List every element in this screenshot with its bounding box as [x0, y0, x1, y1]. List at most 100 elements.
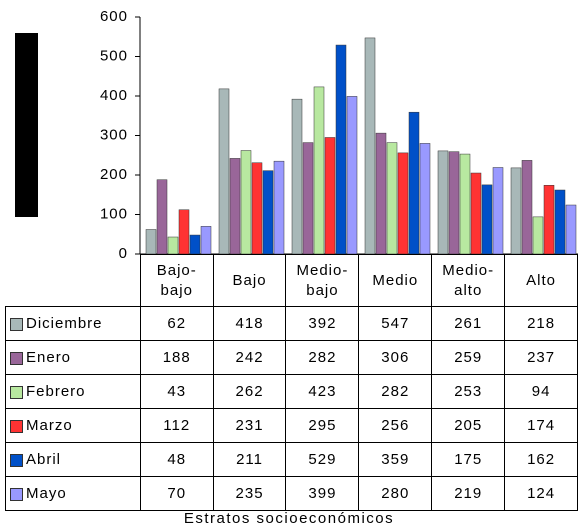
legend-swatch	[10, 487, 23, 501]
table-value: 242	[212, 340, 287, 375]
bar	[302, 142, 314, 255]
bar	[167, 236, 179, 255]
table-row: Febrero 43 262 423 282 253 94	[5, 374, 578, 409]
category-cell: Medio	[358, 254, 433, 307]
redacted-block	[15, 33, 38, 217]
table-value: 280	[358, 476, 433, 511]
table-value: 231	[212, 408, 287, 443]
legend-label: Mayo	[26, 485, 67, 502]
x-tick-label: Bajo	[232, 271, 267, 289]
legend-cell: Abril	[5, 442, 141, 477]
bar	[470, 172, 482, 255]
table-value: 423	[285, 374, 360, 409]
y-tick-label: 200	[100, 166, 128, 183]
bar	[532, 216, 544, 255]
bar	[251, 162, 263, 255]
legend-cell: Febrero	[5, 374, 141, 409]
legend-cell: Mayo	[5, 476, 141, 511]
category-cell: Medio-bajo	[285, 254, 360, 307]
bar	[448, 151, 460, 255]
x-tick-label: Medio	[372, 271, 419, 289]
table-value: 162	[504, 442, 578, 477]
legend-cell: Marzo	[5, 408, 141, 443]
legend-swatch	[10, 385, 23, 399]
bar	[273, 160, 285, 255]
table-value: 235	[212, 476, 287, 511]
legend-cell: Diciembre	[5, 306, 141, 341]
x-tick-label: Medio-alto	[442, 261, 495, 299]
y-tick-label: 600	[100, 8, 128, 25]
corner-cell	[5, 254, 141, 307]
x-tick-label: Bajo-bajo	[156, 261, 197, 299]
table-value: 94	[504, 374, 578, 409]
table-value: 48	[139, 442, 214, 477]
table-value: 205	[431, 408, 506, 443]
bar	[437, 150, 449, 255]
bar	[178, 209, 190, 255]
table-value: 256	[358, 408, 433, 443]
bar	[510, 167, 522, 255]
table-value: 124	[504, 476, 578, 511]
bar	[156, 179, 168, 255]
y-tick-label: 300	[100, 126, 128, 143]
table-value: 529	[285, 442, 360, 477]
bar	[521, 160, 533, 255]
bar	[364, 37, 376, 255]
x-axis-label: Estratos socioeconómicos	[183, 510, 395, 527]
table-value: 112	[139, 408, 214, 443]
bar	[313, 86, 325, 255]
y-tick-label: 100	[100, 205, 128, 222]
table-value: 392	[285, 306, 360, 341]
x-tick-label: Medio-bajo	[296, 261, 349, 299]
legend-label: Febrero	[26, 383, 86, 400]
bar	[335, 44, 347, 255]
table-row: Enero 188 242 282 306 259 237	[5, 340, 578, 375]
table-header-row: Bajo-bajo Bajo Medio-bajo Medio Medio-alto Al…	[5, 254, 578, 307]
table-value: 175	[431, 442, 506, 477]
table-value: 306	[358, 340, 433, 375]
table-value: 418	[212, 306, 287, 341]
table-value: 253	[431, 374, 506, 409]
table-value: 218	[504, 306, 578, 341]
bar	[291, 98, 303, 255]
table-value: 547	[358, 306, 433, 341]
table-value: 62	[139, 306, 214, 341]
bar	[408, 111, 420, 255]
category-cell: Medio-alto	[431, 254, 506, 307]
bar	[419, 143, 431, 255]
bar	[229, 158, 241, 255]
bar	[543, 185, 555, 255]
legend-label: Diciembre	[26, 315, 103, 332]
bar	[565, 204, 577, 255]
bar	[459, 153, 471, 255]
legend-swatch	[10, 419, 23, 433]
legend-swatch	[10, 453, 23, 467]
legend-swatch	[10, 317, 23, 331]
table-value: 43	[139, 374, 214, 409]
table-value: 282	[285, 340, 360, 375]
bar	[218, 88, 230, 255]
table-value: 219	[431, 476, 506, 511]
chart: 0 100 200 300 400 500 600	[15, 8, 578, 262]
category-cell: Bajo-bajo	[139, 254, 214, 307]
bar	[189, 234, 201, 255]
table-value: 282	[358, 374, 433, 409]
bar	[386, 142, 398, 255]
legend-label: Abril	[26, 451, 62, 468]
bar	[397, 152, 409, 255]
bar	[324, 137, 336, 255]
bar	[145, 229, 157, 255]
bar	[200, 226, 212, 255]
table-value: 399	[285, 476, 360, 511]
data-table: Bajo-bajo Bajo Medio-bajo Medio Medio-alto Al…	[5, 254, 578, 511]
table-row: Marzo 112 231 295 256 205 174	[5, 408, 578, 443]
legend-swatch	[10, 351, 23, 365]
table-value: 188	[139, 340, 214, 375]
x-tick-label: Alto	[526, 271, 556, 289]
table-value: 174	[504, 408, 578, 443]
table-value: 70	[139, 476, 214, 511]
category-cell: Bajo	[212, 254, 287, 307]
bar	[375, 132, 387, 255]
y-tick-label: 500	[100, 47, 128, 64]
